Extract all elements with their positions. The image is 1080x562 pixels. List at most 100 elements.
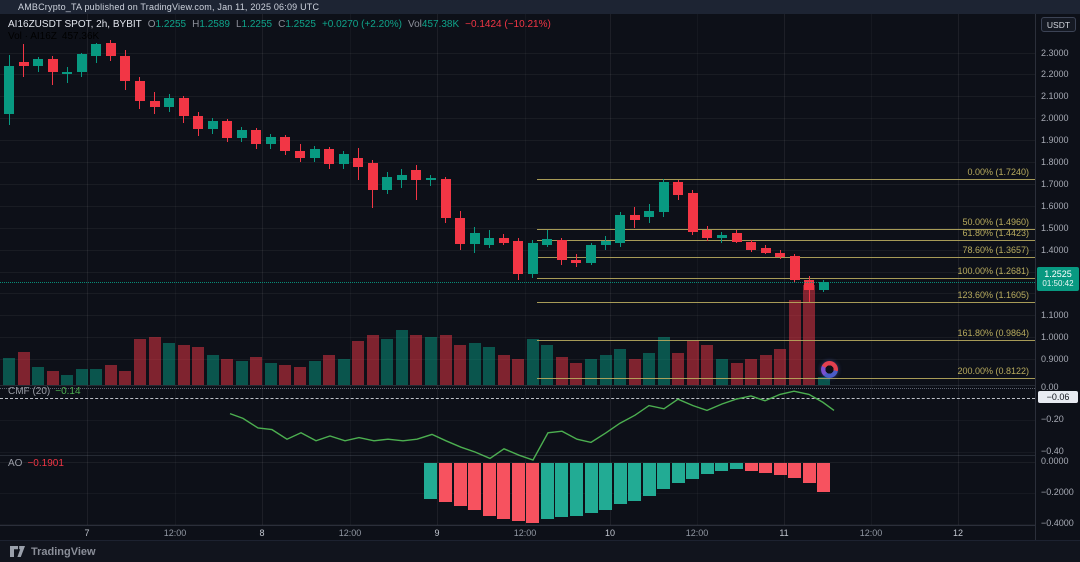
time-tick-label: 9	[434, 528, 440, 538]
time-tick-label: 10	[604, 528, 615, 538]
fib-level-label: 78.60% (1.3657)	[962, 245, 1029, 256]
ohlc-low: L1.2255	[235, 19, 273, 30]
price-gridline	[0, 183, 1035, 185]
ao-tick-label: −0.4000	[1041, 518, 1074, 528]
candle-body	[425, 178, 436, 181]
symbol-legend-row[interactable]: AI16ZUSDT SPOT, 2h, BYBIT O1.2255 H1.258…	[8, 19, 551, 30]
price-axis[interactable]: USDT 1.2525 01:50:42 −0.06	[1035, 14, 1080, 540]
candle-body	[789, 256, 800, 281]
volume-bar	[177, 345, 190, 385]
ao-histogram-bar	[584, 463, 598, 513]
ao-value: −0.1901	[27, 458, 64, 469]
cmf-indicator-row[interactable]: CMF (20) −0.14	[8, 386, 81, 397]
candle-body	[498, 237, 509, 243]
candle-body	[469, 232, 480, 245]
volume-bar	[468, 343, 481, 385]
volume-bar	[133, 339, 146, 385]
candle-body	[702, 230, 713, 239]
publish-banner: AMBCrypto_TA published on TradingView.co…	[0, 0, 1080, 14]
volume-bar	[483, 347, 496, 385]
candle-body	[440, 179, 451, 219]
footer-bar: TradingView	[0, 540, 1080, 562]
volume-bar	[308, 361, 321, 385]
price-tick-label: 1.9000	[1041, 135, 1069, 146]
time-tick-label: 12:00	[163, 528, 187, 538]
candle-wick	[546, 229, 548, 248]
pane-divider[interactable]	[0, 385, 1035, 386]
candle-body	[527, 243, 538, 274]
candle-body	[586, 245, 596, 264]
cmf-tick-label: −0.20	[1041, 414, 1064, 424]
volume-change: −0.1424 (−10.21%)	[465, 19, 551, 30]
price-tick-label: 2.2000	[1041, 69, 1069, 80]
time-tick-label: 12	[952, 528, 963, 538]
volume-bar	[104, 365, 117, 385]
volume-indicator-row[interactable]: Vol · AI16Z 457.36K	[8, 31, 99, 42]
volume-bar	[323, 355, 336, 385]
candle-body	[513, 240, 524, 274]
time-tick-label: 7	[84, 528, 90, 538]
ao-indicator-row[interactable]: AO −0.1901	[8, 458, 64, 469]
idea-marker-icon[interactable]	[821, 361, 838, 378]
price-gridline	[0, 293, 1035, 295]
candle-body	[62, 72, 73, 75]
candle-body	[47, 59, 58, 73]
price-tick-label: 2.1000	[1041, 91, 1069, 102]
fib-level-line	[537, 340, 1035, 342]
ao-label: AO	[8, 458, 23, 469]
fib-level-label: 0.00% (1.7240)	[967, 166, 1029, 177]
currency-toggle-button[interactable]: USDT	[1041, 17, 1076, 32]
ohlc-high: H1.2589	[192, 19, 230, 30]
volume-bar	[337, 359, 350, 385]
cmf-label: CMF (20)	[8, 386, 51, 397]
fib-level-line	[537, 178, 1035, 180]
indicator-gridline	[0, 452, 1035, 453]
candle-body	[804, 280, 815, 291]
ao-histogram-bar	[642, 463, 656, 496]
candle-body	[673, 181, 684, 196]
candle-body	[33, 59, 44, 66]
fib-level-label: 100.00% (1.2681)	[957, 266, 1029, 277]
volume-bar	[279, 365, 292, 385]
bar-countdown: 01:50:42	[1042, 279, 1074, 288]
ao-histogram-bar	[759, 463, 773, 474]
candle-body	[4, 65, 14, 114]
volume-indicator-label: Vol · AI16Z	[8, 31, 57, 42]
ao-histogram-bar	[773, 463, 787, 476]
candle-body	[411, 170, 422, 181]
ao-histogram-bar	[715, 463, 729, 471]
volume-bar	[148, 337, 161, 385]
price-tick-label: 1.5000	[1041, 222, 1069, 233]
pane-divider[interactable]	[0, 455, 1035, 456]
candle-body	[280, 136, 291, 152]
ao-histogram-bar	[555, 463, 569, 518]
tradingview-wordmark[interactable]: TradingView	[31, 545, 96, 558]
current-price-line	[0, 281, 1035, 283]
cmf-marked-level-line	[0, 397, 1035, 399]
candle-body	[396, 175, 407, 181]
time-tick-label: 12:00	[859, 528, 883, 538]
cmf-value: −0.14	[55, 386, 81, 397]
candle-body	[382, 177, 393, 191]
time-tick-label: 11	[779, 528, 789, 538]
volume-bar	[730, 363, 743, 385]
volume-bar	[250, 357, 263, 385]
price-gridline	[0, 227, 1035, 229]
volume-bar	[410, 335, 423, 385]
candle-body	[251, 130, 262, 145]
price-tick-label: 1.0000	[1041, 332, 1069, 343]
volume-bar	[759, 355, 772, 385]
time-gridline	[262, 14, 263, 525]
ao-histogram-bar	[671, 463, 685, 484]
ao-histogram-bar	[730, 463, 743, 470]
tradingview-logo-icon[interactable]	[10, 546, 25, 557]
volume-bar	[454, 345, 467, 385]
volume-bar	[512, 359, 525, 385]
time-axis[interactable]	[0, 525, 1035, 540]
ao-histogram-bar	[540, 463, 554, 519]
volume-bar	[46, 371, 59, 385]
candle-body	[134, 80, 145, 101]
ao-histogram-bar	[468, 463, 482, 510]
candle-body	[164, 98, 175, 108]
